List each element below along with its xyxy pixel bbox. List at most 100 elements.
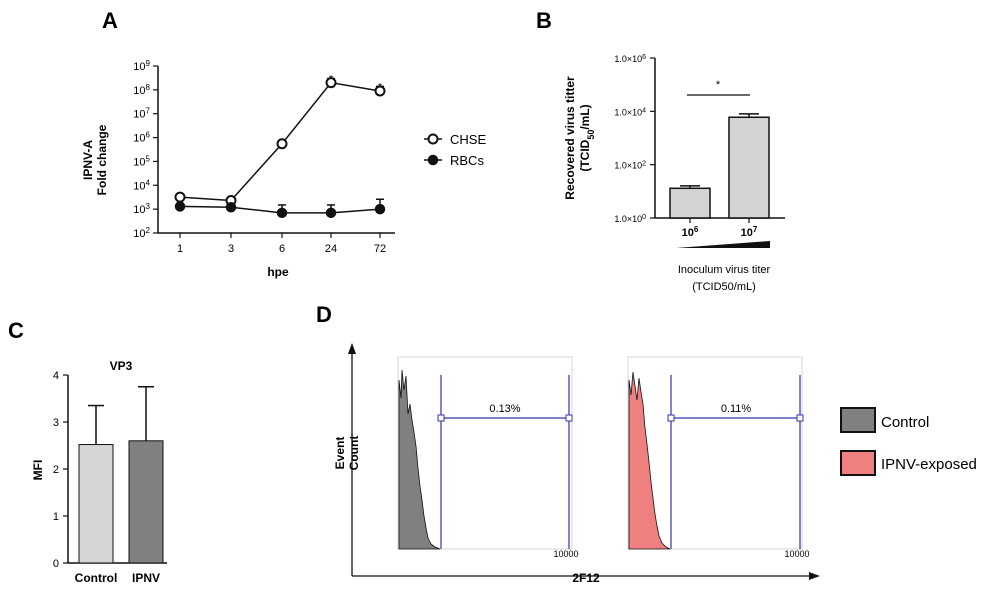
chart-a-ytick-label-5-base: 10	[133, 109, 145, 121]
chart-a-xtick-label-0: 1	[177, 243, 183, 255]
chart-b-xtick-label-0-exp: 6	[694, 225, 699, 234]
chart-c: VP3 MFI 0 1 2 3 4 Control IPNV	[31, 359, 167, 585]
series-rbcs-point-0	[174, 201, 186, 212]
chart-b-ytick-label-3: 1.0×106	[614, 54, 646, 65]
chart-a-ytick-label-1-exp: 3	[146, 202, 151, 211]
gate-control-percent: 0.13%	[489, 403, 520, 415]
chart-b-ytick-label-2: 1.0×104	[614, 107, 646, 118]
chart-b-ytick-label-1: 1.0×102	[614, 160, 646, 171]
chart-b-ylabel-tcid: (TCID	[578, 139, 592, 171]
legend-chse-label: CHSE	[450, 132, 486, 147]
histogram-ipnv-end-tick: 10000	[784, 549, 809, 559]
histogram-ipnv-plot: 0.11% 10000	[627, 356, 810, 559]
gate-control-handle-right	[565, 414, 573, 422]
histogram-ipnv-frame	[627, 356, 803, 550]
chart-b-ytick-label-0: 1.0×100	[614, 214, 646, 225]
chart-c-xtick-label-0: Control	[75, 571, 118, 585]
chart-b-ylabel-line2: (TCID50/mL)	[578, 104, 596, 171]
chart-a-ytick-label-0-exp: 2	[146, 226, 151, 235]
chart-c-ytick-label-1: 1	[53, 511, 59, 523]
chart-a-ytick-label-1-base: 10	[133, 204, 145, 216]
chart-a-ylabel-line1: IPNV-A	[81, 140, 95, 180]
chart-a-ytick-label-7: 109	[133, 59, 150, 74]
chart-d-y-arrowhead	[348, 343, 356, 354]
histogram-control-plot: 0.13% 10000	[397, 356, 579, 559]
chart-b-xtick-label-1: 107	[741, 225, 758, 240]
histogram-control-fill	[398, 369, 441, 550]
chart-a-ytick-label-3-base: 10	[133, 156, 145, 168]
chart-d-x-arrowhead	[809, 572, 820, 580]
chart-a-ytick-label-0-base: 10	[133, 228, 145, 240]
chart-a-ytick-label-6-base: 10	[133, 85, 145, 97]
chart-b-xtick-label-0: 106	[682, 225, 699, 240]
legend-control-label: Control	[881, 414, 929, 431]
legend-rbcs-label: RBCs	[450, 153, 484, 168]
chart-a-ytick-label-3-exp: 5	[146, 154, 151, 163]
chart-d-ylabel-line2: Count	[347, 436, 361, 471]
chart-b-ylabel-unit: /mL)	[578, 104, 592, 129]
chart-c-ytick-label-4: 4	[53, 370, 59, 382]
chart-a-sig-star-0: *	[329, 73, 334, 85]
chart-d-xlabel: 2F12	[572, 571, 600, 585]
chart-c-bar-0	[78, 444, 114, 564]
chart-a-xtick-label-3: 24	[325, 243, 337, 255]
chart-b: Recovered virus titter (TCID50/mL) 1.0×1…	[563, 54, 785, 293]
chart-a: IPNV-A Fold change hpe 10210310410510610…	[81, 59, 486, 280]
series-rbcs-point-1	[225, 202, 237, 213]
chart-b-bar-0	[669, 187, 711, 219]
panel-letter-c: C	[8, 318, 24, 343]
chart-a-xtick-label-2: 6	[279, 243, 285, 255]
chart-a-ytick-label-4-base: 10	[133, 133, 145, 145]
series-chse-point-3	[325, 77, 337, 89]
series-rbcs-point-3	[325, 207, 337, 219]
chart-a-ytick-label-0: 102	[133, 226, 150, 241]
chart-a-xtick-label-1: 3	[228, 243, 234, 255]
chart-b-bar-1	[728, 116, 770, 219]
chart-b-xlabel-line1: Inoculum virus titer	[678, 264, 771, 276]
chart-b-ylabel-line1: Recovered virus titter	[563, 76, 577, 200]
series-rbcs-point-2	[276, 207, 288, 219]
chart-b-ytick-label-1-exp: 2	[642, 160, 646, 167]
chart-b-ylabel-sub: 50	[586, 130, 596, 140]
series-rbcs-point-4	[374, 203, 386, 215]
chart-c-ytick-label-0: 0	[53, 558, 59, 570]
series-chse-point-2	[276, 138, 288, 150]
legend-control-swatch	[840, 407, 876, 433]
gate-ipnv-handle-left	[667, 414, 675, 422]
chart-b-ytick-label-2-exp: 4	[642, 107, 646, 114]
gate-ipnv-handle-right	[796, 414, 804, 422]
chart-a-xtick-label-4: 72	[374, 243, 386, 255]
chart-b-ytick-label-1-base: 1.0×10	[614, 161, 642, 171]
chart-a-ylabel-line2: Fold change	[95, 124, 109, 195]
chart-a-sig-star-1: *	[378, 82, 383, 94]
panel-letter-d: D	[316, 302, 332, 327]
chart-c-ytick-label-3: 3	[53, 417, 59, 429]
chart-a-ytick-label-2-exp: 4	[146, 178, 151, 187]
chart-b-sig-star: *	[716, 79, 721, 91]
panel-letter-a: A	[102, 8, 118, 33]
histogram-ipnv-fill	[628, 371, 671, 550]
chart-a-ytick-label-6: 108	[133, 82, 150, 97]
legend-chse-marker	[427, 133, 439, 145]
chart-b-xtick-label-1-base: 10	[741, 227, 753, 239]
chart-a-ytick-label-3: 105	[133, 154, 150, 169]
chart-b-ytick-label-2-base: 1.0×10	[614, 107, 642, 117]
chart-c-ytick-label-2: 2	[53, 464, 59, 476]
chart-b-gradient-wedge	[676, 241, 770, 248]
chart-a-ytick-label-5: 107	[133, 106, 150, 121]
chart-a-xlabel: hpe	[267, 265, 289, 279]
chart-a-ytick-label-7-exp: 9	[146, 59, 151, 68]
gate-control-handle-left	[437, 414, 445, 422]
chart-c-title: VP3	[110, 359, 133, 373]
chart-a-ytick-label-1: 103	[133, 202, 150, 217]
chart-a-ytick-label-2-base: 10	[133, 180, 145, 192]
chart-b-xtick-label-0-base: 10	[682, 227, 694, 239]
chart-a-ytick-label-4-exp: 6	[146, 130, 151, 139]
legend-ipnv-label: IPNV-exposed	[881, 456, 977, 473]
histogram-control-frame	[397, 356, 573, 550]
series-chse-point-4	[374, 85, 386, 97]
chart-a-ytick-label-7-base: 10	[133, 61, 145, 73]
chart-b-ytick-label-0-exp: 0	[642, 214, 646, 221]
chart-b-ytick-label-0-base: 1.0×10	[614, 214, 642, 224]
